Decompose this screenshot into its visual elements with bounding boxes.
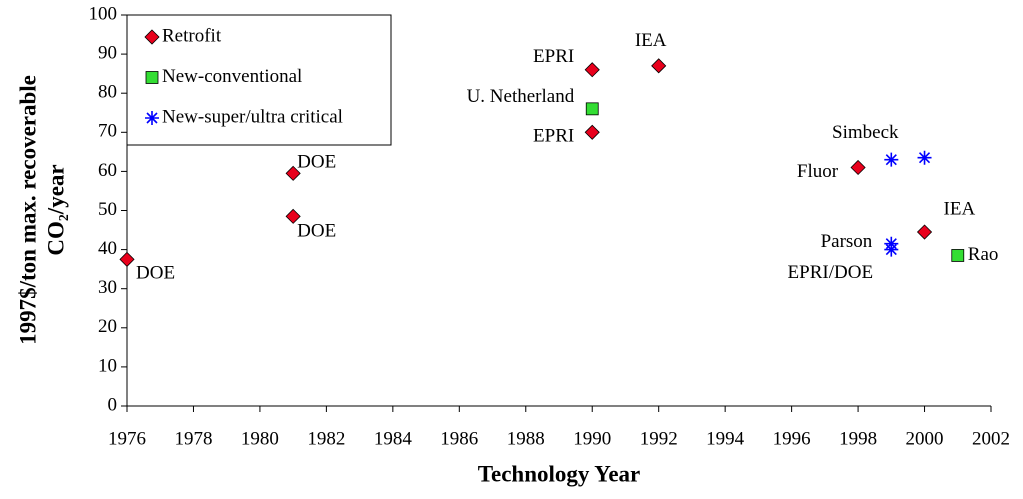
point: [884, 242, 899, 257]
y-tick-label: 0: [108, 394, 118, 415]
x-tick-label: 2000: [906, 428, 944, 449]
point-label: IEA: [944, 198, 976, 219]
y-tick-label: 100: [89, 3, 118, 24]
x-tick-label: 1976: [108, 428, 146, 449]
y-tick-label: 60: [98, 160, 117, 181]
y-tick-label: 80: [98, 82, 117, 103]
point-label: EPRI/DOE: [788, 262, 874, 283]
point-label: U. Netherland: [467, 86, 575, 107]
x-tick-label: 2002: [972, 428, 1010, 449]
point-label: Rao: [968, 244, 999, 265]
point-label: EPRI: [533, 126, 574, 147]
y-axis-title: 1997$/ton max. recoverable: [15, 75, 40, 345]
legend-box: [126, 14, 392, 146]
x-tick-label: 1996: [773, 428, 811, 449]
point-label: DOE: [297, 152, 336, 173]
x-tick-label: 1978: [174, 428, 212, 449]
legend-label: Retrofit: [162, 25, 222, 46]
point-label: Parson: [821, 231, 873, 252]
point: [917, 150, 932, 165]
point-label: DOE: [136, 263, 175, 284]
point: [584, 124, 600, 140]
legend-marker: [144, 29, 160, 45]
x-tick-label: 1990: [573, 428, 611, 449]
point-label: DOE: [297, 221, 336, 242]
point: [585, 102, 599, 116]
x-tick-label: 1986: [440, 428, 478, 449]
point: [850, 159, 866, 176]
point: [651, 58, 667, 74]
point: [916, 224, 933, 240]
point: [119, 251, 135, 267]
y-tick-label: 40: [98, 238, 117, 259]
point: [285, 208, 301, 224]
point-label: Simbeck: [832, 122, 899, 143]
x-tick-label: 1992: [640, 428, 678, 449]
point: [884, 152, 899, 167]
x-axis-title: Technology Year: [478, 461, 641, 486]
y-tick-label: 70: [98, 121, 117, 142]
legend-label: New-super/ultra critical: [162, 106, 343, 127]
y-tick-label: 20: [98, 316, 117, 337]
legend-label: New-conventional: [162, 66, 302, 87]
y-tick-label: 10: [98, 355, 117, 376]
y-tick-label: 90: [98, 42, 117, 63]
point: [584, 62, 600, 78]
y-axis-title: CO₂/year: [43, 164, 68, 255]
point-label: EPRI: [533, 46, 574, 67]
legend-marker: [145, 111, 159, 125]
x-tick-label: 1994: [706, 428, 745, 449]
y-tick-label: 50: [98, 199, 117, 220]
x-tick-label: 1998: [839, 428, 877, 449]
legend-marker: [145, 71, 159, 84]
point-label: Fluor: [797, 161, 839, 182]
x-tick-label: 1982: [307, 428, 345, 449]
x-tick-label: 1988: [507, 428, 545, 449]
x-tick-label: 1980: [241, 428, 279, 449]
point: [285, 165, 301, 181]
point-label: IEA: [635, 30, 667, 51]
x-tick-label: 1984: [374, 428, 413, 449]
point: [951, 249, 965, 262]
y-tick-label: 30: [98, 277, 117, 298]
